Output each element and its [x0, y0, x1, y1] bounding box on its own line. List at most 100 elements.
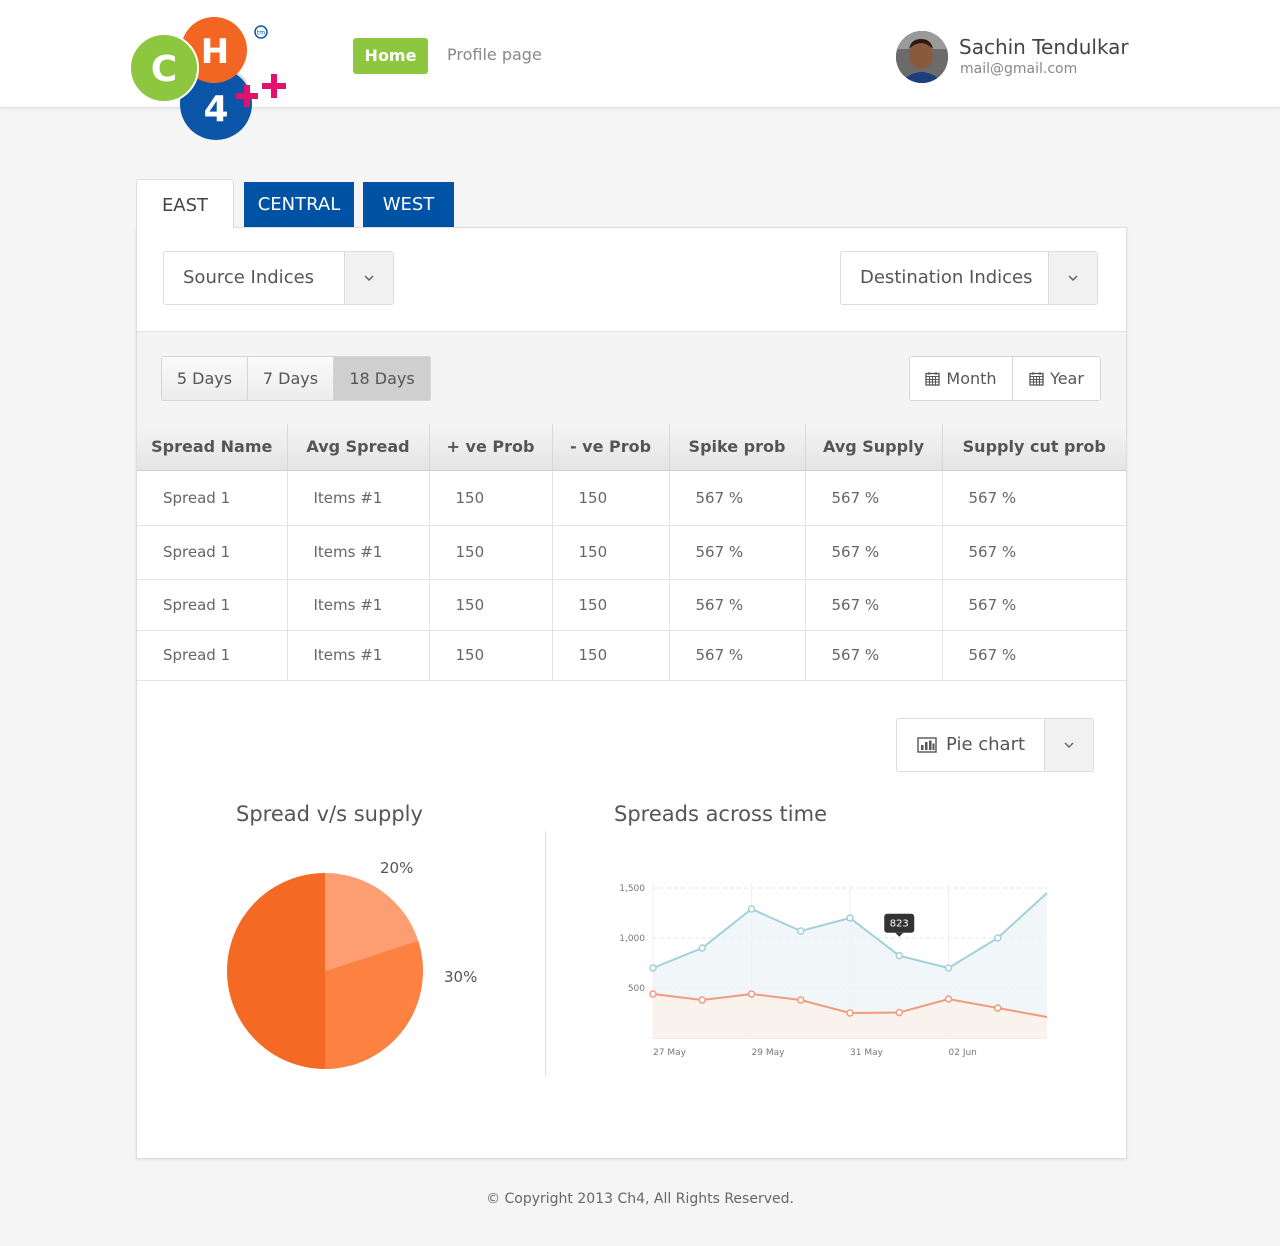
- x-tick-label: 31 May: [850, 1048, 884, 1058]
- cell-positive-prob: 150: [429, 525, 553, 580]
- month-button[interactable]: Month: [910, 357, 1013, 400]
- data-point[interactable]: [895, 951, 903, 960]
- col-negative-prob[interactable]: - ve Prob: [552, 424, 670, 471]
- pie-slice-0[interactable]: [325, 873, 419, 971]
- data-point[interactable]: [944, 964, 953, 972]
- table-row[interactable]: Spread 1 Items #1 150 150 567 % 567 % 56…: [137, 630, 1126, 681]
- table-row[interactable]: Spread 1 Items #1 150 150 567 % 567 % 56…: [137, 579, 1126, 631]
- cell-spike-prob: 567 %: [669, 525, 806, 580]
- pie-label-30: 30%: [444, 968, 478, 986]
- spread-table: Spread Name Avg Spread + ve Prob - ve Pr…: [137, 424, 1126, 681]
- day-range-group: 5 Days 7 Days 18 Days: [161, 356, 431, 401]
- source-indices-select[interactable]: Source Indices: [163, 251, 394, 305]
- cell-negative-prob: 150: [552, 470, 670, 526]
- y-tick-label: 500: [628, 984, 645, 994]
- cell-spike-prob: 567 %: [669, 630, 806, 681]
- tooltip-arrow: [895, 932, 904, 937]
- destination-indices-select[interactable]: Destination Indices: [840, 251, 1098, 305]
- data-point[interactable]: [797, 927, 805, 935]
- chevron-down-icon[interactable]: [344, 252, 393, 304]
- tab-central[interactable]: CENTRAL: [244, 182, 354, 227]
- cell-avg-supply: 567 %: [805, 630, 943, 681]
- seven-days-button[interactable]: 7 Days: [248, 357, 334, 400]
- table-row[interactable]: Spread 1 Items #1 150 150 567 % 567 % 56…: [137, 470, 1126, 526]
- tab-east[interactable]: EAST: [136, 179, 234, 228]
- data-point[interactable]: [698, 944, 706, 952]
- cell-avg-spread: Items #1: [287, 525, 430, 580]
- tooltip-label: 823: [890, 919, 909, 930]
- cell-supply-cut-prob: 567 %: [942, 579, 1126, 631]
- tab-west[interactable]: WEST: [363, 182, 454, 227]
- cell-negative-prob: 150: [552, 525, 670, 580]
- month-label: Month: [946, 369, 997, 388]
- chart-type-select[interactable]: Pie chart: [896, 718, 1094, 772]
- x-tick-label: 02 Jun: [949, 1048, 977, 1058]
- pie-slice-2[interactable]: [227, 873, 325, 1069]
- tooltip-box: [884, 913, 915, 933]
- chevron-down-icon[interactable]: [1044, 719, 1093, 771]
- data-point[interactable]: [747, 990, 756, 998]
- col-avg-spread[interactable]: Avg Spread: [287, 424, 430, 471]
- cell-spread-name: Spread 1: [137, 525, 288, 580]
- cell-spike-prob: 567 %: [669, 579, 806, 631]
- data-point[interactable]: [846, 1009, 854, 1017]
- logo-letter-4: 4: [203, 89, 228, 130]
- table-row[interactable]: Spread 1 Items #1 150 150 567 % 567 % 56…: [137, 525, 1126, 580]
- source-indices-label: Source Indices: [183, 267, 315, 288]
- calendar-icon: [925, 372, 941, 386]
- data-point[interactable]: [797, 996, 805, 1004]
- data-point[interactable]: [994, 934, 1002, 942]
- data-point[interactable]: [994, 1004, 1002, 1012]
- logo-tm: tm: [257, 30, 265, 37]
- cell-spread-name: Spread 1: [137, 630, 288, 681]
- calendar-icon: [1029, 372, 1044, 386]
- header: C H 4 tm Home Profile page Sachin Tendul…: [0, 0, 1280, 140]
- user-email: mail@gmail.com: [960, 61, 1078, 77]
- cell-avg-spread: Items #1: [287, 630, 430, 681]
- data-point[interactable]: [846, 914, 854, 922]
- data-point[interactable]: [944, 995, 953, 1003]
- cell-negative-prob: 150: [552, 630, 670, 681]
- avatar[interactable]: [896, 31, 948, 83]
- five-days-button[interactable]: 5 Days: [162, 357, 248, 400]
- cell-spike-prob: 567 %: [669, 470, 806, 526]
- cell-avg-spread: Items #1: [287, 579, 430, 631]
- cell-supply-cut-prob: 567 %: [942, 470, 1126, 526]
- y-tick-label: 1,500: [619, 884, 645, 894]
- data-point[interactable]: [649, 990, 657, 998]
- main-panel: Source Indices Destination Indices 5 Day…: [136, 227, 1127, 1159]
- cell-positive-prob: 150: [429, 470, 553, 526]
- eighteen-days-button[interactable]: 18 Days: [334, 357, 430, 400]
- pie-slice-1[interactable]: [325, 940, 423, 1069]
- cell-spread-name: Spread 1: [137, 470, 288, 526]
- col-positive-prob[interactable]: + ve Prob: [429, 424, 553, 471]
- data-point[interactable]: [747, 905, 756, 913]
- col-spread-name[interactable]: Spread Name: [137, 424, 288, 471]
- destination-indices-label: Destination Indices: [860, 267, 1033, 288]
- cell-avg-supply: 567 %: [805, 579, 943, 631]
- data-point[interactable]: [649, 964, 657, 972]
- cell-avg-spread: Items #1: [287, 470, 430, 526]
- pie-label-20: 20%: [380, 859, 414, 877]
- line-chart: 500 1,000 1,500 27 May 29 May 31 May 02 Jun 823: [619, 883, 1048, 1058]
- nav-profile-link[interactable]: Profile page: [447, 45, 542, 64]
- col-avg-supply[interactable]: Avg Supply: [805, 424, 943, 471]
- cell-avg-supply: 567 %: [805, 525, 943, 580]
- footer-copyright: © Copyright 2013 Ch4, All Rights Reserve…: [486, 1191, 794, 1207]
- data-point[interactable]: [698, 996, 706, 1004]
- data-point[interactable]: [895, 1008, 903, 1017]
- ch4-logo[interactable]: C H 4 tm: [128, 14, 298, 144]
- user-name: Sachin Tendulkar: [959, 35, 1129, 59]
- chevron-down-icon[interactable]: [1048, 252, 1097, 304]
- cell-positive-prob: 150: [429, 579, 553, 631]
- cell-supply-cut-prob: 567 %: [942, 525, 1126, 580]
- x-tick-label: 29 May: [752, 1048, 786, 1058]
- year-label: Year: [1050, 369, 1084, 388]
- chart-type-label: Pie chart: [946, 734, 1026, 755]
- year-button[interactable]: Year: [1013, 357, 1100, 400]
- col-spike-prob[interactable]: Spike prob: [669, 424, 806, 471]
- col-supply-cut-prob[interactable]: Supply cut prob: [942, 424, 1126, 471]
- nav-home-link[interactable]: Home: [353, 38, 428, 74]
- cell-positive-prob: 150: [429, 630, 553, 681]
- y-tick-label: 1,000: [619, 934, 645, 944]
